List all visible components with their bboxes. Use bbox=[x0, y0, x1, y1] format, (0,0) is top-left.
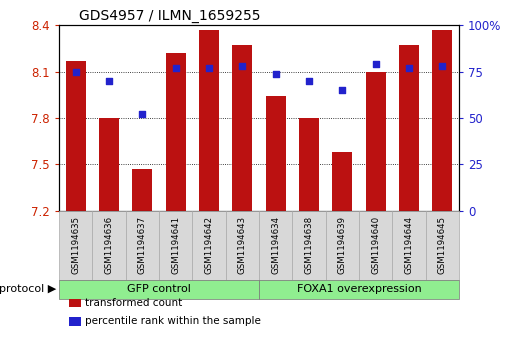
Text: protocol ▶: protocol ▶ bbox=[0, 285, 56, 294]
Text: GSM1194638: GSM1194638 bbox=[305, 216, 313, 274]
Point bbox=[371, 61, 380, 67]
Point bbox=[238, 63, 246, 69]
Point bbox=[305, 78, 313, 84]
Bar bbox=[166, 53, 186, 211]
Point bbox=[171, 65, 180, 71]
Text: GDS4957 / ILMN_1659255: GDS4957 / ILMN_1659255 bbox=[79, 9, 261, 23]
Text: GFP control: GFP control bbox=[127, 285, 191, 294]
Bar bbox=[332, 152, 352, 211]
Text: GSM1194641: GSM1194641 bbox=[171, 216, 180, 274]
Text: GSM1194645: GSM1194645 bbox=[438, 216, 447, 274]
Point bbox=[138, 111, 146, 117]
Bar bbox=[66, 61, 86, 211]
Point bbox=[338, 87, 346, 93]
Bar bbox=[199, 30, 219, 211]
Point bbox=[438, 63, 446, 69]
Text: GSM1194643: GSM1194643 bbox=[238, 216, 247, 274]
Bar bbox=[432, 30, 452, 211]
Bar bbox=[366, 72, 386, 211]
Text: GSM1194634: GSM1194634 bbox=[271, 216, 280, 274]
Text: GSM1194635: GSM1194635 bbox=[71, 216, 80, 274]
Text: transformed count: transformed count bbox=[85, 298, 182, 308]
Bar bbox=[299, 118, 319, 211]
Text: GSM1194636: GSM1194636 bbox=[105, 216, 113, 274]
Text: GSM1194639: GSM1194639 bbox=[338, 216, 347, 274]
Text: GSM1194637: GSM1194637 bbox=[138, 216, 147, 274]
Point bbox=[105, 78, 113, 84]
Text: FOXA1 overexpression: FOXA1 overexpression bbox=[297, 285, 422, 294]
Text: GSM1194640: GSM1194640 bbox=[371, 216, 380, 274]
Point bbox=[205, 65, 213, 71]
Bar bbox=[232, 45, 252, 211]
Text: GSM1194644: GSM1194644 bbox=[405, 216, 413, 274]
Bar bbox=[399, 45, 419, 211]
Text: GSM1194642: GSM1194642 bbox=[205, 216, 213, 274]
Bar bbox=[132, 169, 152, 211]
Point bbox=[271, 71, 280, 77]
Point bbox=[71, 69, 80, 75]
Point bbox=[405, 65, 413, 71]
Text: percentile rank within the sample: percentile rank within the sample bbox=[85, 316, 261, 326]
Bar bbox=[99, 118, 119, 211]
Bar bbox=[266, 96, 286, 211]
